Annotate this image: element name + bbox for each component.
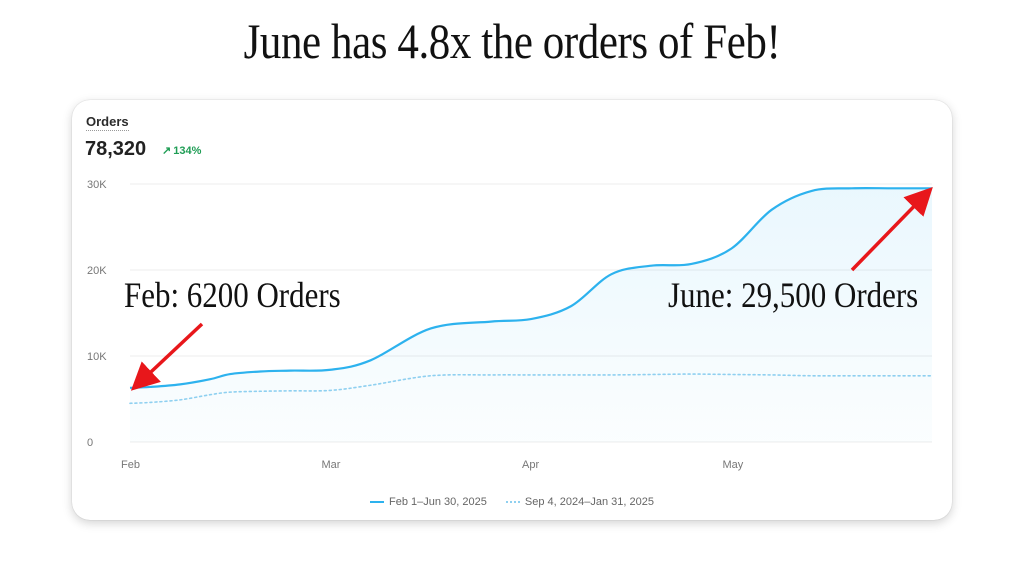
trend-up-icon: ↗: [162, 145, 172, 157]
orders-chart: 0 10K 20K 30K Feb Mar Apr May: [87, 179, 933, 471]
metric-value: 78,320: [85, 138, 147, 160]
y-tick-label: 10K: [87, 351, 107, 363]
x-tick-label: May: [723, 459, 744, 471]
annotation-feb: Feb: 6200 Orders: [124, 275, 341, 315]
y-tick-label: 30K: [87, 179, 107, 191]
legend-item-current[interactable]: Feb 1–Jun 30, 2025: [370, 496, 487, 508]
series-area-current: [130, 188, 932, 442]
legend-swatch-previous: [505, 501, 520, 504]
y-tick-label: 20K: [87, 265, 107, 277]
chart-legend: Feb 1–Jun 30, 2025 Sep 4, 2024–Jan 31, 2…: [72, 496, 952, 508]
headline: June has 4.8x the orders of Feb!: [243, 13, 781, 69]
legend-label-previous: Sep 4, 2024–Jan 31, 2025: [524, 496, 654, 508]
y-tick-label: 0: [87, 437, 93, 449]
legend-swatch-current: [370, 501, 384, 504]
metric-delta-value: 134%: [173, 145, 202, 157]
metric-label[interactable]: Orders: [86, 114, 129, 131]
x-tick-label: Mar: [322, 459, 341, 471]
series-line-current: [129, 187, 932, 389]
metric-delta: ↗ 134%: [162, 144, 201, 157]
legend-item-previous[interactable]: Sep 4, 2024–Jan 31, 2025: [505, 496, 654, 508]
orders-card: Orders 78,320 ↗ 134% 0 10K 20K 30K Feb Mar Apr M…: [72, 100, 952, 520]
series-line-previous: [129, 373, 933, 405]
legend-label-current: Feb 1–Jun 30, 2025: [389, 496, 487, 508]
x-tick-label: Feb: [121, 459, 140, 471]
annotation-june: June: 29,500 Orders: [668, 275, 919, 315]
x-tick-label: Apr: [522, 459, 539, 471]
